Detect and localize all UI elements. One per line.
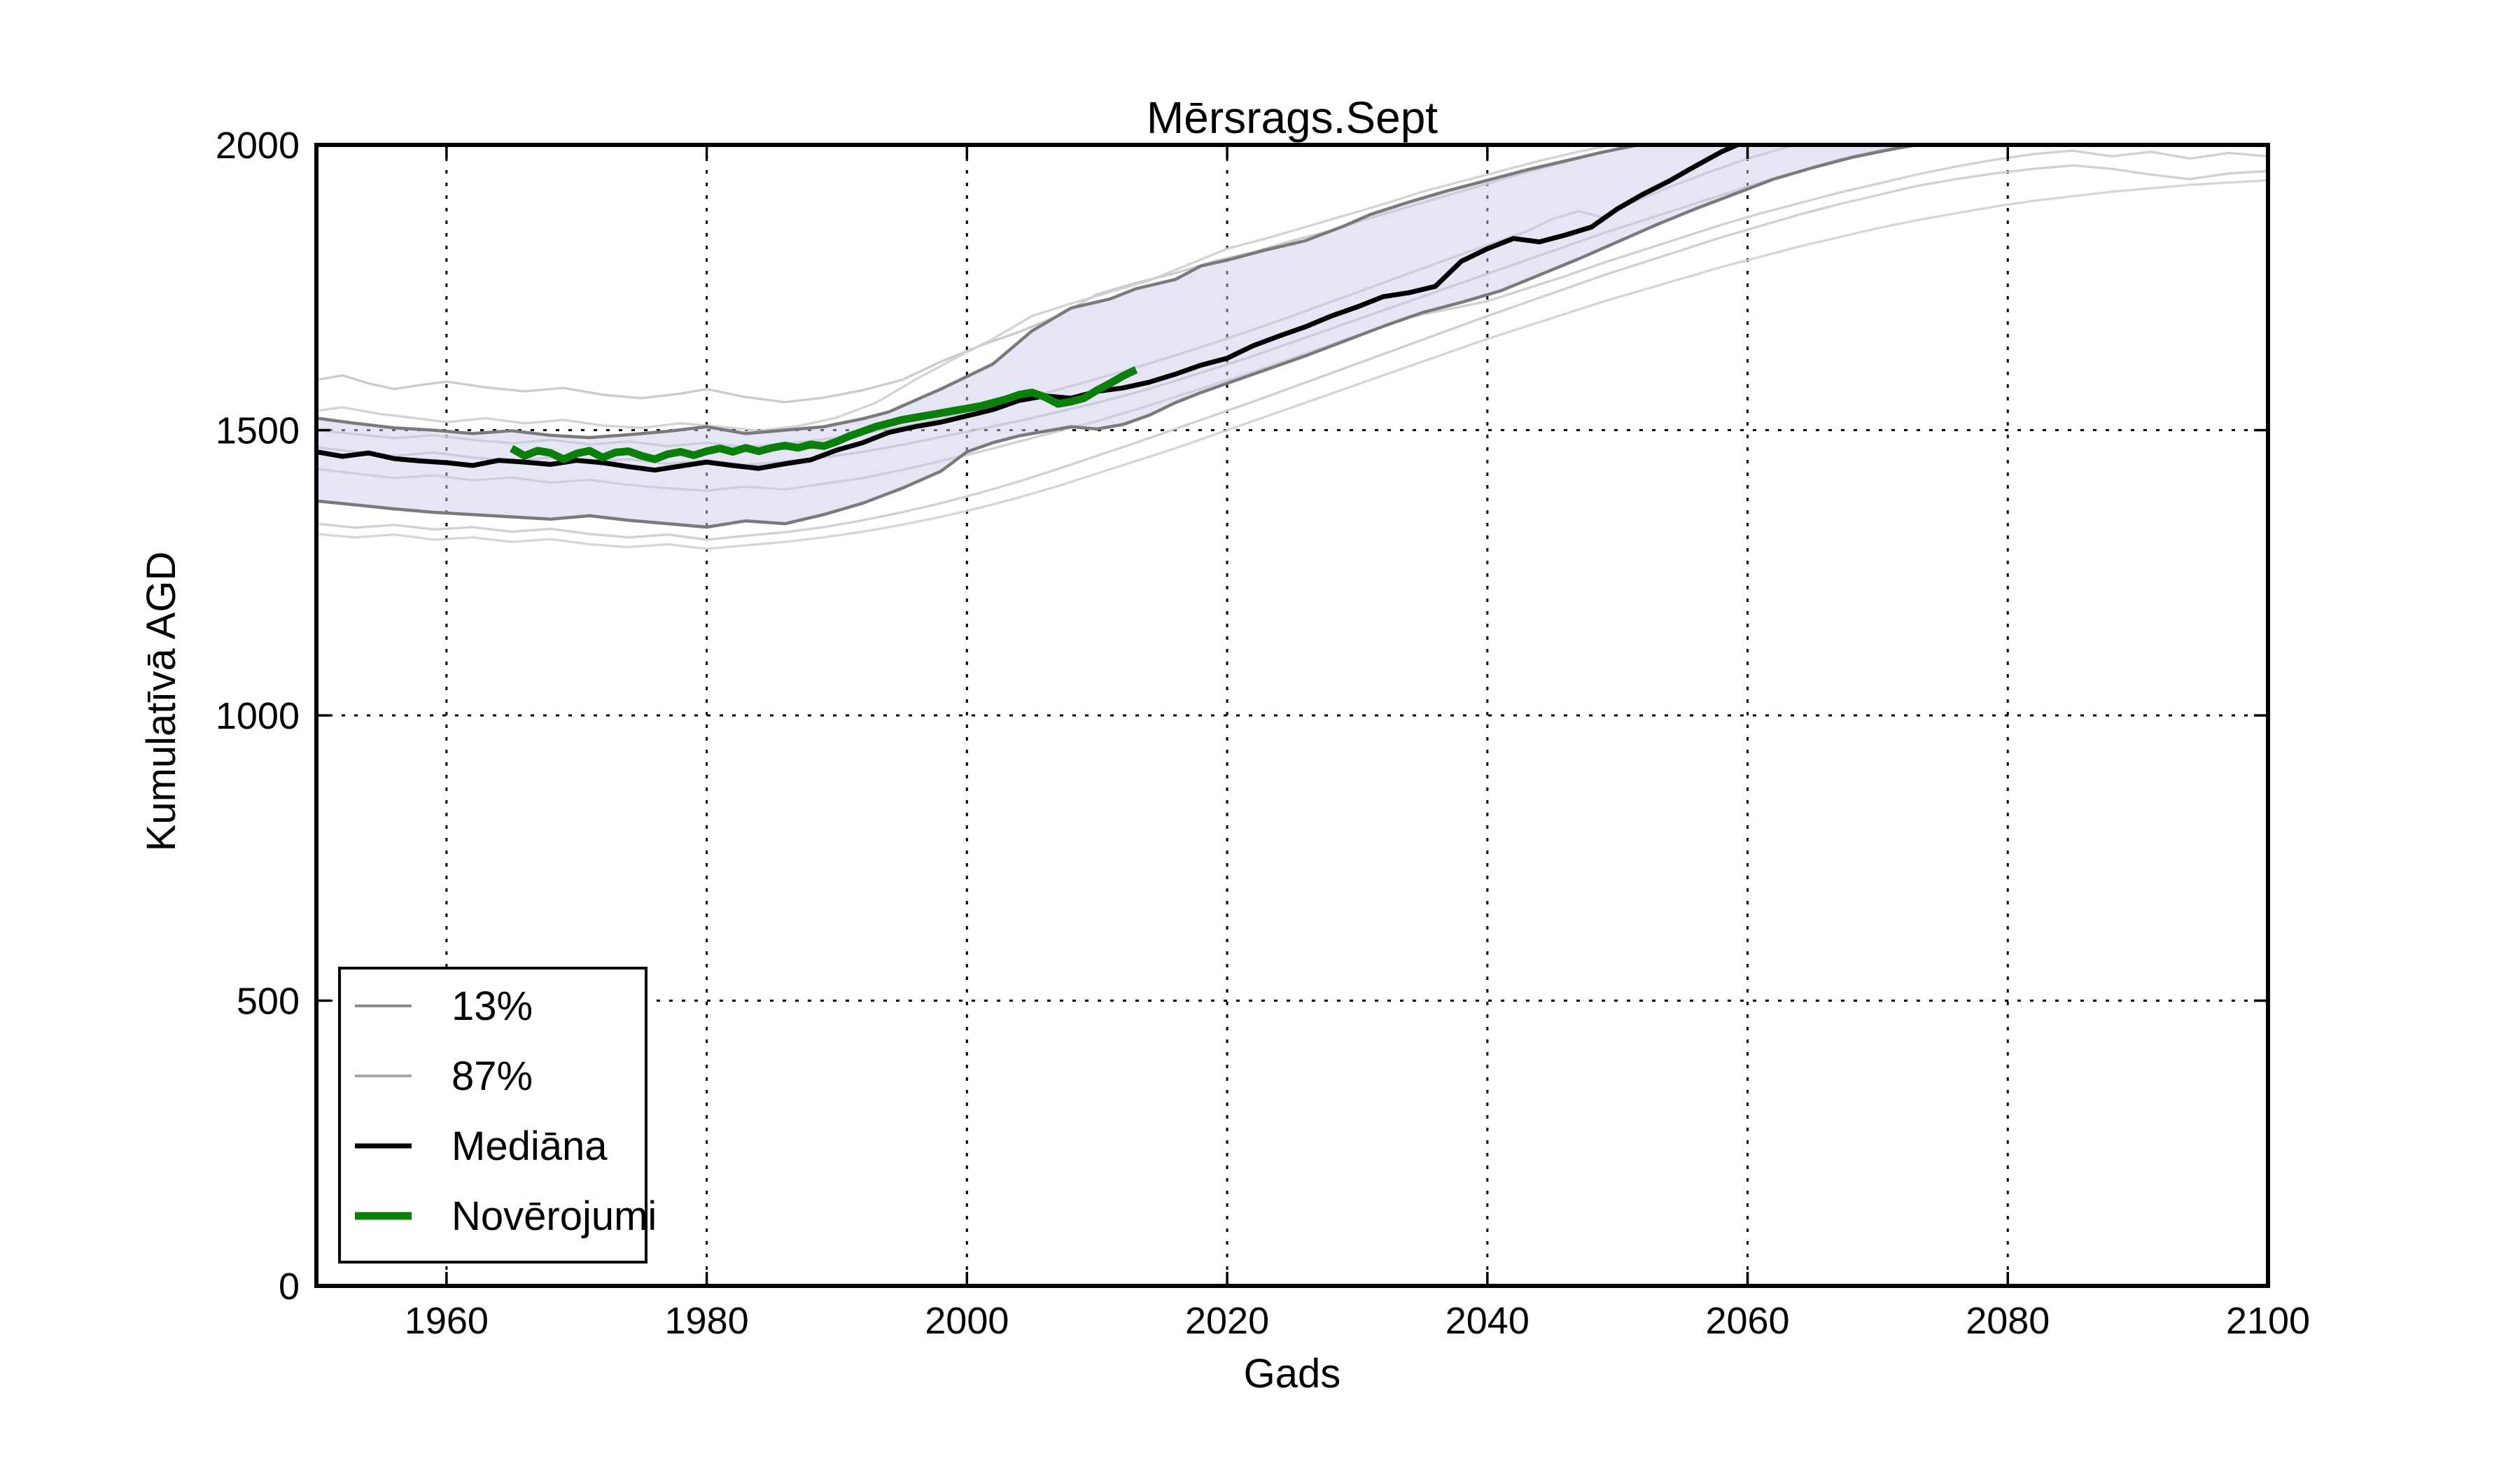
y-axis-label: Kumulatīvā AGD [139,552,184,852]
legend-label: 13% [451,983,533,1029]
plot-area [316,145,2268,550]
median-line [316,145,1744,473]
legend-label: 87% [451,1054,533,1099]
observations-line [510,366,1138,463]
x-axis-label: Gads [1244,1351,1341,1396]
x-tick-label: 2020 [1185,1300,1269,1342]
ensemble-5-line [316,164,2268,541]
y-tick-label: 1500 [216,410,300,452]
y-tick-label: 500 [237,981,300,1023]
x-tick-label: 2040 [1446,1300,1530,1342]
ensemble-6-line [316,178,2268,550]
x-tick-label: 2100 [2226,1300,2310,1342]
percentile-87-line [316,145,1646,440]
x-tick-label: 2000 [925,1300,1009,1342]
y-tick-label: 2000 [216,125,300,167]
x-tick-label: 1960 [405,1300,489,1342]
legend-label: Mediāna [451,1124,608,1169]
chart-title: Mērsrags.Sept [1147,92,1438,143]
ticks [316,144,2269,1287]
x-tick-label: 2080 [1966,1300,2050,1342]
legend-label: Novērojumi [451,1194,657,1239]
x-tick-label: 1980 [665,1300,749,1342]
y-tick-label: 1000 [216,695,300,737]
y-tick-label: 0 [279,1266,300,1308]
legend: 13% 87% Mediāna Novērojumi [338,967,657,1264]
ensemble-2-line [316,145,1618,433]
percentile-13-line [316,145,1926,529]
x-tick-label: 2060 [1705,1300,1789,1342]
